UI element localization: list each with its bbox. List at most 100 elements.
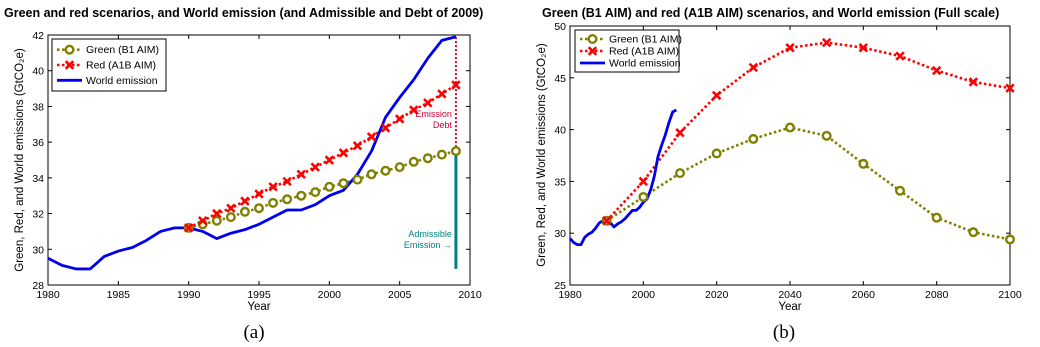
chart-a-red-point bbox=[212, 208, 222, 219]
chart-a-x-tick-label: 2010 bbox=[458, 289, 482, 301]
chart-a-red-point bbox=[183, 223, 194, 233]
chart-a-green-point bbox=[253, 203, 264, 214]
chart-a-red-point bbox=[226, 203, 236, 213]
chart-b-x-tick-label: 2060 bbox=[852, 289, 876, 301]
chart-b-red-point bbox=[931, 65, 942, 76]
chart-a-title: Green and red scenarios, and World emiss… bbox=[4, 6, 483, 20]
chart-a-green-point bbox=[239, 206, 250, 217]
chart-b-red-point bbox=[858, 43, 869, 53]
chart-b-red-point bbox=[821, 37, 832, 48]
chart-b-x-tick-label: 2100 bbox=[998, 289, 1022, 301]
chart-a-caption: (a) bbox=[243, 322, 264, 343]
chart-b-series-world-line bbox=[568, 108, 678, 246]
chart-a-red-point bbox=[352, 140, 363, 151]
chart-a-legend-marker bbox=[64, 44, 75, 55]
chart-b-green-point bbox=[895, 185, 906, 196]
chart-b-legend: Green (B1 AIM)Red (A1B AIM)World emissio… bbox=[574, 29, 682, 73]
chart-a-series-world-line bbox=[47, 35, 457, 271]
chart-a-x-axis-label: Year bbox=[247, 301, 270, 313]
chart-b-y-tick-label: 30 bbox=[554, 228, 566, 240]
chart-a-red-point bbox=[451, 80, 461, 90]
chart-b-red-point bbox=[638, 176, 649, 187]
chart-b-red-point bbox=[968, 77, 979, 87]
chart-a-green-point bbox=[422, 153, 433, 164]
chart-a-red-point bbox=[198, 215, 208, 226]
chart-b-green-point bbox=[638, 191, 649, 202]
chart-a-x-tick-label: 1980 bbox=[36, 289, 60, 301]
chart-b-x-axis-label: Year bbox=[778, 301, 801, 313]
chart-b-series-red-line bbox=[605, 41, 1011, 222]
chart-a-red-point bbox=[380, 123, 391, 133]
chart-a-red-point bbox=[240, 196, 250, 206]
chart-a-red-point bbox=[296, 169, 306, 180]
chart-a-y-tick-label: 30 bbox=[32, 244, 44, 256]
chart-a-y-axis-label: Green, Red, and World emissions (GtCO₂e) bbox=[14, 48, 26, 272]
chart-a-x-tick-label: 1995 bbox=[247, 289, 271, 301]
chart-b-green-point bbox=[858, 158, 869, 169]
chart-a-red-point bbox=[394, 114, 405, 124]
chart-a-green-point bbox=[282, 194, 293, 205]
chart-b-y-tick-label: 45 bbox=[554, 73, 566, 85]
chart-a-legend: Green (B1 AIM) Red (A1B AIM) World emissio… bbox=[51, 38, 167, 92]
chart-b-y-axis-label: Green, Red, and World emissions (GtCO₂e) bbox=[536, 43, 548, 267]
chart-a-green-point bbox=[324, 181, 335, 192]
chart-a-green-point bbox=[450, 146, 461, 157]
chart-b-y-tick-label: 35 bbox=[554, 176, 566, 188]
chart-a-green-point bbox=[380, 165, 391, 176]
emission-debt-label: Emission Debt bbox=[415, 109, 452, 130]
chart-a-green-point bbox=[352, 174, 363, 185]
chart-a-legend-label: World emission bbox=[86, 75, 158, 87]
chart-a-x-tick-label: 2000 bbox=[318, 289, 342, 301]
chart-b-red-point bbox=[601, 216, 612, 226]
chart-a-green-point bbox=[211, 215, 222, 226]
chart-a-x-tick-label: 1990 bbox=[177, 289, 201, 301]
chart-a-green-point bbox=[225, 212, 236, 223]
chart-a-green-point bbox=[408, 156, 419, 167]
chart-b-green-point bbox=[711, 148, 722, 159]
chart-a-green-point bbox=[366, 169, 377, 180]
chart-b-green-point bbox=[748, 133, 759, 144]
chart-a-y-tick-label: 38 bbox=[32, 101, 44, 113]
chart-b-green-point bbox=[785, 122, 796, 133]
chart-a-y-tick-label: 28 bbox=[32, 280, 44, 292]
chart-b-legend-label: Green (B1 AIM) bbox=[609, 34, 682, 46]
chart-b-x-tick-label: 2040 bbox=[778, 289, 802, 301]
chart-a-red-point bbox=[282, 176, 292, 187]
chart-b-red-point bbox=[895, 51, 905, 61]
chart-a-red-point bbox=[324, 155, 335, 165]
chart-a: Green and red scenarios, and World emiss… bbox=[4, 6, 483, 343]
chart-b-x-tick-label: 2000 bbox=[632, 289, 656, 301]
chart-b-caption: (b) bbox=[773, 322, 795, 343]
chart-b-y-tick-label: 25 bbox=[554, 280, 566, 292]
chart-a-red-point bbox=[437, 89, 447, 99]
chart-b-legend-label: World emission bbox=[609, 58, 681, 70]
chart-b-red-point bbox=[1005, 83, 1015, 93]
chart-b-legend-marker bbox=[587, 46, 598, 56]
chart-a-green-point bbox=[338, 178, 349, 189]
chart-a-y-tick-label: 40 bbox=[32, 66, 44, 78]
chart-a-legend-label: Green (B1 AIM) bbox=[86, 44, 159, 56]
chart-b-green-point bbox=[968, 227, 979, 238]
chart-b-red-point bbox=[748, 62, 759, 73]
chart-b-x-tick-label: 2080 bbox=[925, 289, 949, 301]
admissible-emission-label: Admissible Emission → bbox=[404, 229, 452, 250]
chart-b-series-green-line bbox=[605, 126, 1011, 241]
chart-b-green-point bbox=[1005, 234, 1016, 245]
chart-a-green-point bbox=[296, 190, 307, 201]
chart-a-x-tick-label: 2005 bbox=[388, 289, 412, 301]
chart-a-green-point bbox=[394, 162, 405, 173]
chart-a-red-point bbox=[254, 189, 264, 199]
chart-b-y-tick-label: 40 bbox=[554, 125, 566, 137]
chart-a-red-point bbox=[268, 182, 278, 192]
chart-b-green-point bbox=[675, 168, 686, 179]
chart-b-x-tick-label: 2020 bbox=[705, 289, 729, 301]
chart-b: Green (B1 AIM) and red (A1B AIM) scenari… bbox=[536, 6, 1022, 343]
chart-a-red-point bbox=[366, 132, 377, 142]
chart-a-legend-label: Red (A1B AIM) bbox=[86, 60, 156, 72]
chart-a-red-point bbox=[310, 162, 320, 172]
chart-a-red-point bbox=[423, 98, 433, 108]
chart-a-y-tick-label: 42 bbox=[32, 30, 44, 42]
chart-a-y-tick-label: 34 bbox=[32, 173, 44, 185]
chart-b-x-tick-label: 1980 bbox=[558, 289, 582, 301]
